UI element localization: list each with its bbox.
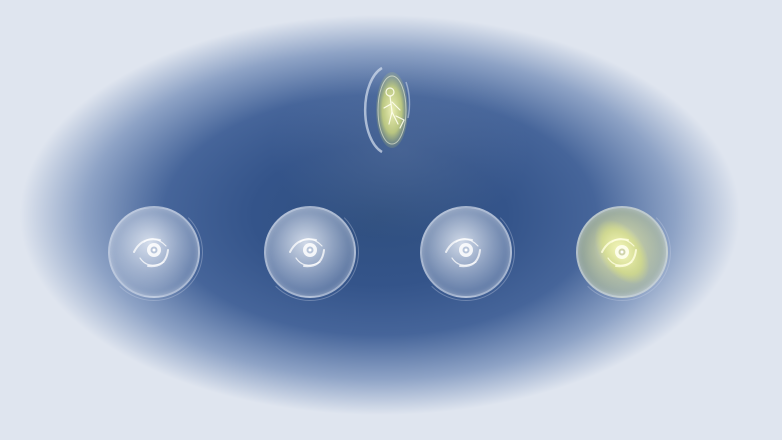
swirl-orb-icon	[289, 238, 325, 268]
swirl-orb-icon	[133, 238, 169, 268]
orb-4[interactable]	[573, 203, 671, 301]
orb-rim	[573, 203, 671, 301]
orb-rim	[417, 203, 515, 301]
orb-2[interactable]	[261, 203, 359, 301]
orb-rim	[105, 203, 203, 301]
orb-rim	[261, 203, 359, 301]
orb-3[interactable]	[417, 203, 515, 301]
swirl-orb-icon	[594, 219, 650, 285]
orb-1[interactable]	[105, 203, 203, 301]
figure-medal-icon[interactable]	[360, 62, 420, 158]
swirl-orb-icon	[445, 238, 481, 268]
